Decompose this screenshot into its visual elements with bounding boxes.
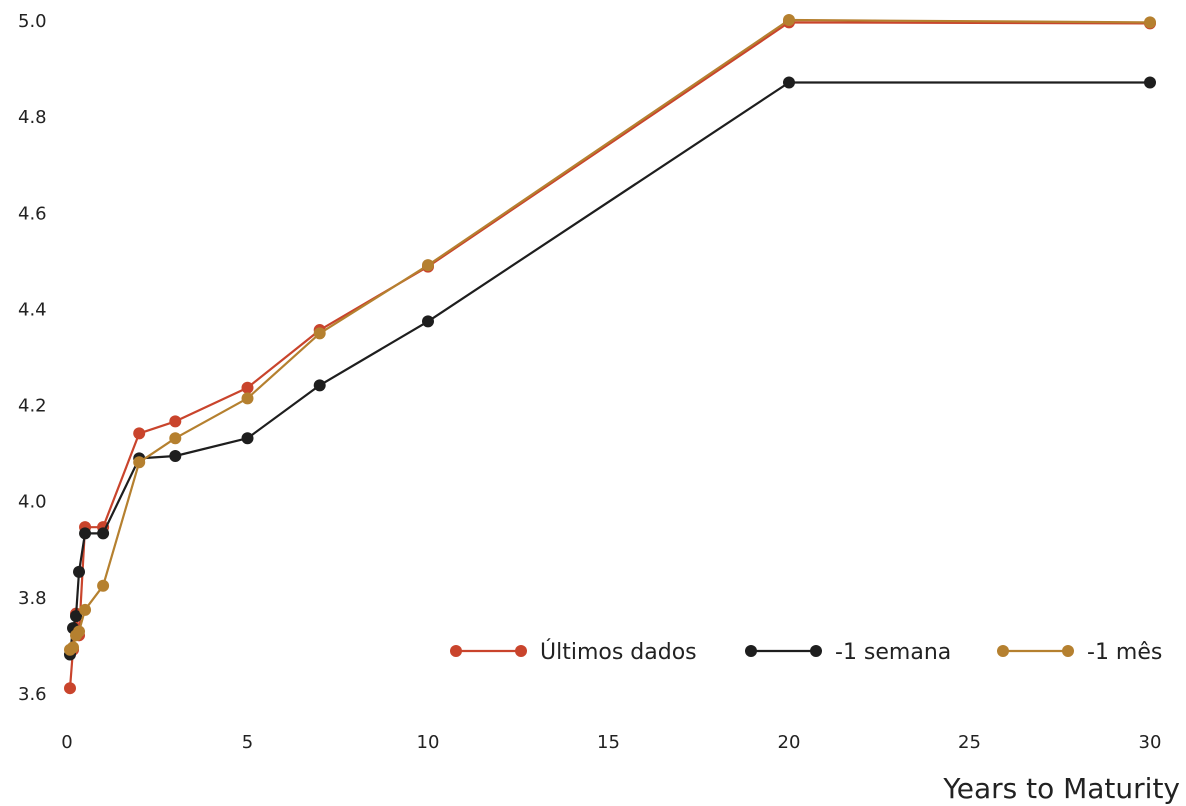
legend-marker bbox=[745, 645, 757, 657]
y-tick-label: 4.8 bbox=[18, 107, 47, 128]
data-point bbox=[67, 641, 80, 654]
data-point bbox=[169, 450, 182, 463]
legend-item: -1 semana bbox=[745, 640, 951, 665]
x-axis-ticks: 0 5 10 15 20 25 30 bbox=[61, 732, 1161, 753]
data-point bbox=[783, 14, 795, 26]
data-point bbox=[313, 327, 326, 340]
x-tick-label: 30 bbox=[1139, 732, 1162, 753]
data-point bbox=[422, 315, 434, 328]
legend-marker bbox=[515, 645, 527, 657]
data-point bbox=[133, 427, 146, 440]
y-tick-label: 4.2 bbox=[18, 396, 47, 417]
data-point bbox=[241, 392, 254, 405]
series-1 bbox=[63, 76, 1156, 661]
legend-marker bbox=[450, 645, 462, 657]
data-point bbox=[169, 415, 182, 428]
series-line bbox=[68, 21, 1151, 689]
series-layer bbox=[63, 14, 1156, 695]
legend-label: -1 semana bbox=[835, 640, 951, 665]
data-point bbox=[70, 610, 83, 623]
legend-marker bbox=[1062, 645, 1074, 657]
x-tick-label: 25 bbox=[958, 732, 981, 753]
y-tick-label: 5.0 bbox=[18, 11, 47, 32]
data-point bbox=[1144, 16, 1156, 29]
series-line bbox=[68, 81, 1150, 655]
data-point bbox=[313, 379, 326, 392]
y-tick-label: 3.6 bbox=[18, 684, 47, 705]
data-point bbox=[73, 565, 86, 578]
y-tick-label: 4.0 bbox=[18, 492, 47, 513]
y-axis-ticks: 3.6 3.8 4.0 4.2 4.4 4.6 4.8 5.0 bbox=[18, 11, 47, 705]
y-tick-label: 4.6 bbox=[18, 203, 47, 224]
series-line bbox=[69, 18, 1151, 651]
series-2 bbox=[63, 14, 1156, 656]
legend-label: Últimos dados bbox=[540, 639, 697, 665]
series-0 bbox=[63, 16, 1156, 695]
legend-item: Últimos dados bbox=[450, 639, 697, 665]
legend-marker bbox=[810, 645, 822, 657]
data-point bbox=[97, 579, 110, 592]
data-point bbox=[783, 76, 795, 89]
data-point bbox=[241, 432, 254, 445]
data-point bbox=[241, 381, 254, 394]
data-point bbox=[79, 603, 92, 616]
legend: Últimos dados -1 semana -1 mês bbox=[450, 639, 1162, 665]
x-axis-title: Years to Maturity bbox=[942, 772, 1180, 805]
x-tick-label: 5 bbox=[242, 732, 253, 753]
data-point bbox=[97, 527, 110, 540]
y-tick-label: 3.8 bbox=[18, 588, 47, 609]
data-point bbox=[79, 527, 92, 540]
legend-item: -1 mês bbox=[997, 640, 1162, 665]
x-tick-label: 20 bbox=[778, 732, 801, 753]
x-tick-label: 10 bbox=[417, 732, 440, 753]
data-point bbox=[422, 259, 434, 272]
legend-label: -1 mês bbox=[1087, 640, 1162, 665]
x-tick-label: 0 bbox=[61, 732, 72, 753]
y-tick-label: 4.4 bbox=[18, 299, 47, 320]
data-point bbox=[1144, 76, 1156, 89]
legend-marker bbox=[997, 645, 1009, 657]
data-point bbox=[63, 682, 76, 695]
data-point bbox=[133, 456, 146, 469]
data-point bbox=[73, 625, 86, 638]
x-tick-label: 15 bbox=[597, 732, 620, 753]
data-point bbox=[169, 432, 182, 445]
